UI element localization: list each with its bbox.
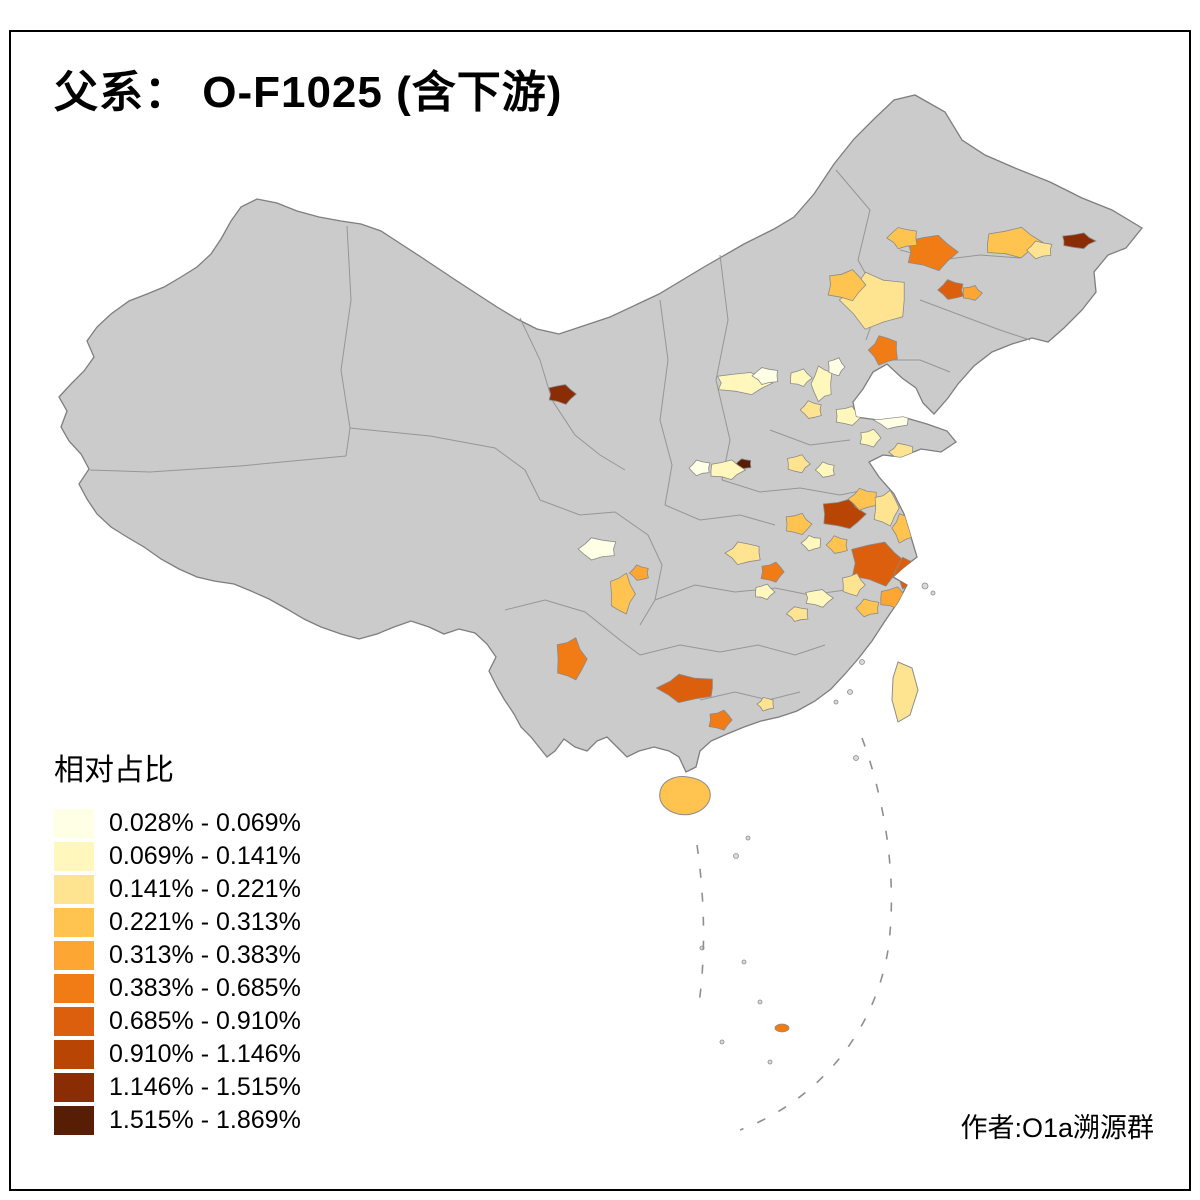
map-region-patch — [859, 428, 882, 448]
legend-swatch — [54, 842, 94, 871]
map-region-patch — [548, 384, 577, 405]
legend-row: 0.910% - 1.146% — [54, 1038, 301, 1071]
map-region-patch — [577, 537, 617, 561]
legend-swatch — [54, 809, 94, 838]
map-region-patch — [724, 541, 761, 566]
legend-label: 0.313% - 0.383% — [109, 941, 301, 969]
legend-panel: 相对占比 0.028% - 0.069% 0.069% - 0.141% 0.1… — [54, 745, 301, 1137]
legend-swatch — [54, 875, 94, 904]
map-region-patch — [755, 583, 776, 600]
legend-swatch — [54, 941, 94, 970]
legend-label: 0.383% - 0.685% — [109, 974, 301, 1002]
hainan-island — [659, 776, 711, 816]
map-region-patch — [962, 285, 984, 301]
legend-label: 1.515% - 1.869% — [109, 1106, 301, 1134]
legend-label: 0.141% - 0.221% — [109, 875, 301, 903]
page-title: 父系： O-F1025 (含下游) — [54, 68, 563, 117]
map-region-patch — [842, 572, 866, 597]
legend-swatch — [54, 1073, 94, 1102]
map-region-patch — [756, 696, 775, 712]
map-region-patch — [800, 535, 821, 552]
legend-row: 0.383% - 0.685% — [54, 972, 301, 1005]
map-region-patch — [760, 561, 785, 583]
map-region-patch — [886, 227, 918, 250]
coastal-islets — [699, 582, 936, 1065]
attribution-text: 作者:O1a溯源群 — [960, 1113, 1154, 1143]
map-region-patch — [710, 459, 747, 481]
legend-row: 0.028% - 0.069% — [54, 807, 301, 840]
map-region-patch — [835, 405, 863, 426]
legend-items: 0.028% - 0.069% 0.069% - 0.141% 0.141% -… — [54, 807, 301, 1137]
legend-swatch — [54, 1106, 94, 1135]
map-region-patch — [790, 368, 813, 387]
legend-row: 1.515% - 1.869% — [54, 1104, 301, 1137]
legend-swatch — [54, 1007, 94, 1036]
nine-dash-line — [696, 737, 893, 1131]
map-region-patch — [810, 365, 833, 403]
map-region-patch — [906, 234, 959, 272]
map-region-patch — [867, 335, 898, 366]
choropleth-patches — [548, 226, 1097, 731]
map-region-patch — [688, 459, 711, 477]
legend-row: 0.221% - 0.313% — [54, 906, 301, 939]
map-region-patch — [785, 512, 813, 535]
map-region-patch — [751, 367, 779, 385]
legend-label: 1.146% - 1.515% — [109, 1073, 301, 1101]
map-region-patch — [937, 279, 964, 300]
taiwan-island — [891, 661, 919, 723]
map-region-patch — [787, 454, 811, 474]
legend-label: 0.028% - 0.069% — [109, 809, 301, 837]
map-region-patch — [708, 709, 733, 731]
legend-swatch — [54, 908, 94, 937]
legend-row: 0.685% - 0.910% — [54, 1005, 301, 1038]
map-region-patch — [628, 564, 649, 581]
map-region-patch — [814, 461, 835, 478]
map-region-patch — [556, 637, 588, 681]
page-frame — [9, 30, 1191, 1191]
legend-label: 0.685% - 0.910% — [109, 1007, 301, 1035]
legend-label: 0.069% - 0.141% — [109, 842, 301, 870]
map-region-patch — [610, 572, 636, 615]
map-region-patch — [873, 489, 900, 527]
province-boundaries — [89, 169, 1031, 701]
legend-title: 相对占比 — [54, 754, 174, 787]
map-region-patch — [799, 400, 822, 419]
legend-row: 0.313% - 0.383% — [54, 939, 301, 972]
map-region-patch — [827, 357, 846, 377]
map-region-patch — [855, 598, 880, 618]
map-region-patch — [785, 606, 809, 622]
map-region-patch — [825, 535, 848, 554]
map-region-patch — [655, 673, 713, 704]
legend-swatch — [54, 974, 94, 1003]
map-region-patch — [1026, 240, 1053, 260]
legend-row: 1.146% - 1.515% — [54, 1071, 301, 1104]
legend-row: 0.141% - 0.221% — [54, 873, 301, 906]
map-region-patch — [805, 589, 834, 608]
small-orange-island — [774, 1023, 790, 1033]
map-region-patch — [847, 487, 877, 511]
legend-label: 0.910% - 1.146% — [109, 1040, 301, 1068]
map-region-patch — [851, 541, 908, 587]
legend-label: 0.221% - 0.313% — [109, 908, 301, 936]
map-region-patch — [827, 269, 867, 302]
legend-swatch — [54, 1040, 94, 1069]
map-region-patch — [1062, 232, 1097, 250]
legend-row: 0.069% - 0.141% — [54, 840, 301, 873]
